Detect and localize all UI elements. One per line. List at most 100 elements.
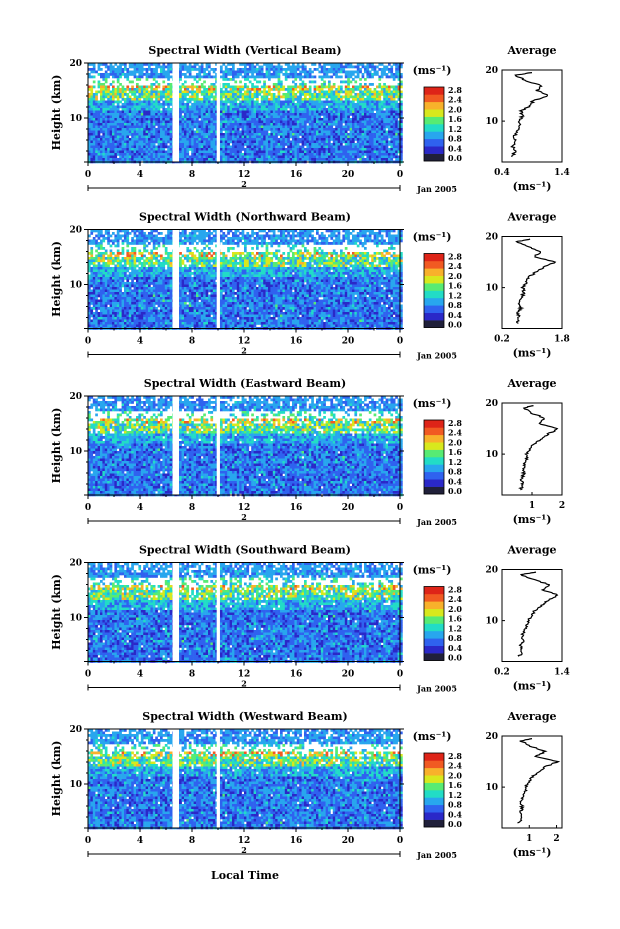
y-tick-label: 20 [69,226,82,236]
colorbar-tick: 2.0 [448,437,462,447]
date-label: Jan 2005 [416,517,457,527]
colorbar-segment [424,117,444,125]
panel-title: Spectral Width (Westward Beam) [142,710,347,723]
colorbar-tick: 0.4 [448,143,462,153]
x-tick-label: 20 [342,170,355,180]
day-label: 2 [241,679,247,689]
colorbar-segment [424,457,444,465]
panel-title: Spectral Width (Northward Beam) [139,211,351,224]
average-profile-line [511,73,547,157]
average-y-tick: 20 [485,732,498,742]
colorbar-segment [424,646,444,654]
colorbar-segment [424,442,444,450]
data-gap [217,63,220,162]
colorbar-tick: 2.0 [448,104,462,114]
colorbar-tick: 1.2 [448,623,462,633]
y-tick-label: 10 [69,780,82,790]
colorbar-segment [424,87,444,95]
colorbar-segment [424,320,444,328]
y-tick-label: 10 [69,114,82,124]
colorbar-segment [424,753,444,761]
average-frame [502,237,562,329]
panel-title: Spectral Width (Southward Beam) [139,544,351,557]
colorbar-tick: 0.0 [448,153,462,163]
colorbar-segment [424,427,444,435]
average-x-tick: 1.4 [554,168,570,178]
colorbar-tick: 2.0 [448,271,462,281]
colorbar-segment [424,594,444,602]
panel-2: Spectral Width (Northward Beam)1020Heigh… [50,211,570,361]
data-gap [173,729,180,828]
average-y-tick: 20 [485,233,498,243]
panels-group: Spectral Width (Vertical Beam)1020Height… [50,44,570,860]
x-tick-label: 8 [189,670,195,680]
colorbar-unit: (ms⁻¹) [413,231,452,244]
x-tick-label: 4 [137,503,143,513]
panel-title: Spectral Width (Eastward Beam) [144,377,346,390]
colorbar-tick: 0.4 [448,643,462,653]
colorbar-segment [424,131,444,139]
colorbar-segment [424,616,444,624]
average-x-label: (ms⁻¹) [513,846,552,859]
x-tick-label: 16 [290,836,303,846]
average-title: Average [506,44,556,57]
colorbar-segment [424,450,444,458]
colorbar-tick: 2.8 [448,751,462,761]
average-x-tick: 0.2 [494,668,510,678]
colorbar-segment [424,768,444,776]
average-y-tick: 10 [485,284,498,294]
colorbar-segment [424,291,444,299]
colorbar-segment [424,601,444,609]
heatmap-cells [88,396,403,496]
y-axis-label: Height (km) [50,75,63,151]
colorbar-segment [424,760,444,768]
colorbar-tick: 2.4 [448,428,462,438]
colorbar-tick: 1.6 [448,281,462,291]
average-profile-line [520,406,557,490]
colorbar-segment [424,783,444,791]
colorbar-segment [424,638,444,646]
x-tick-label: 8 [189,836,195,846]
heatmap-cells [88,563,403,663]
colorbar-segment [424,276,444,284]
x-tick-label: 20 [342,503,355,513]
panel-4: Spectral Width (Southward Beam)1020Heigh… [50,544,570,694]
day-label: 2 [241,512,247,522]
colorbar-segment [424,487,444,495]
average-x-label: (ms⁻¹) [513,347,552,360]
colorbar-tick: 0.4 [448,476,462,486]
colorbar-tick: 1.2 [448,457,462,467]
x-tick-label: 0 [85,170,91,180]
x-tick-label: 8 [189,170,195,180]
colorbar-segment [424,124,444,132]
colorbar-tick: 0.0 [448,486,462,496]
date-label: Jan 2005 [416,850,457,860]
x-tick-label: 0 [397,503,403,513]
y-tick-label: 10 [69,281,82,291]
average-title: Average [506,544,556,557]
colorbar-segment [424,102,444,110]
colorbar-segment [424,298,444,306]
colorbar-segment [424,587,444,595]
colorbar-tick: 1.2 [448,124,462,134]
colorbar-tick: 0.4 [448,809,462,819]
colorbar-segment [424,624,444,632]
colorbar-segment [424,653,444,661]
average-x-label: (ms⁻¹) [513,513,552,526]
average-x-tick: 1.8 [554,335,570,345]
data-gap [173,63,180,162]
colorbar-segment [424,283,444,291]
x-tick-label: 16 [290,670,303,680]
colorbar-unit: (ms⁻¹) [413,730,452,743]
colorbar-tick: 0.0 [448,653,462,663]
x-tick-label: 0 [85,836,91,846]
date-label: Jan 2005 [416,351,457,361]
colorbar-segment [424,812,444,820]
bottom-xlabel: Local Time [211,869,279,882]
average-profile-line [518,739,559,823]
colorbar-segment [424,790,444,798]
colorbar-tick: 1.6 [448,447,462,457]
colorbar-tick: 1.2 [448,790,462,800]
x-tick-label: 4 [137,670,143,680]
y-axis-label: Height (km) [50,408,63,484]
